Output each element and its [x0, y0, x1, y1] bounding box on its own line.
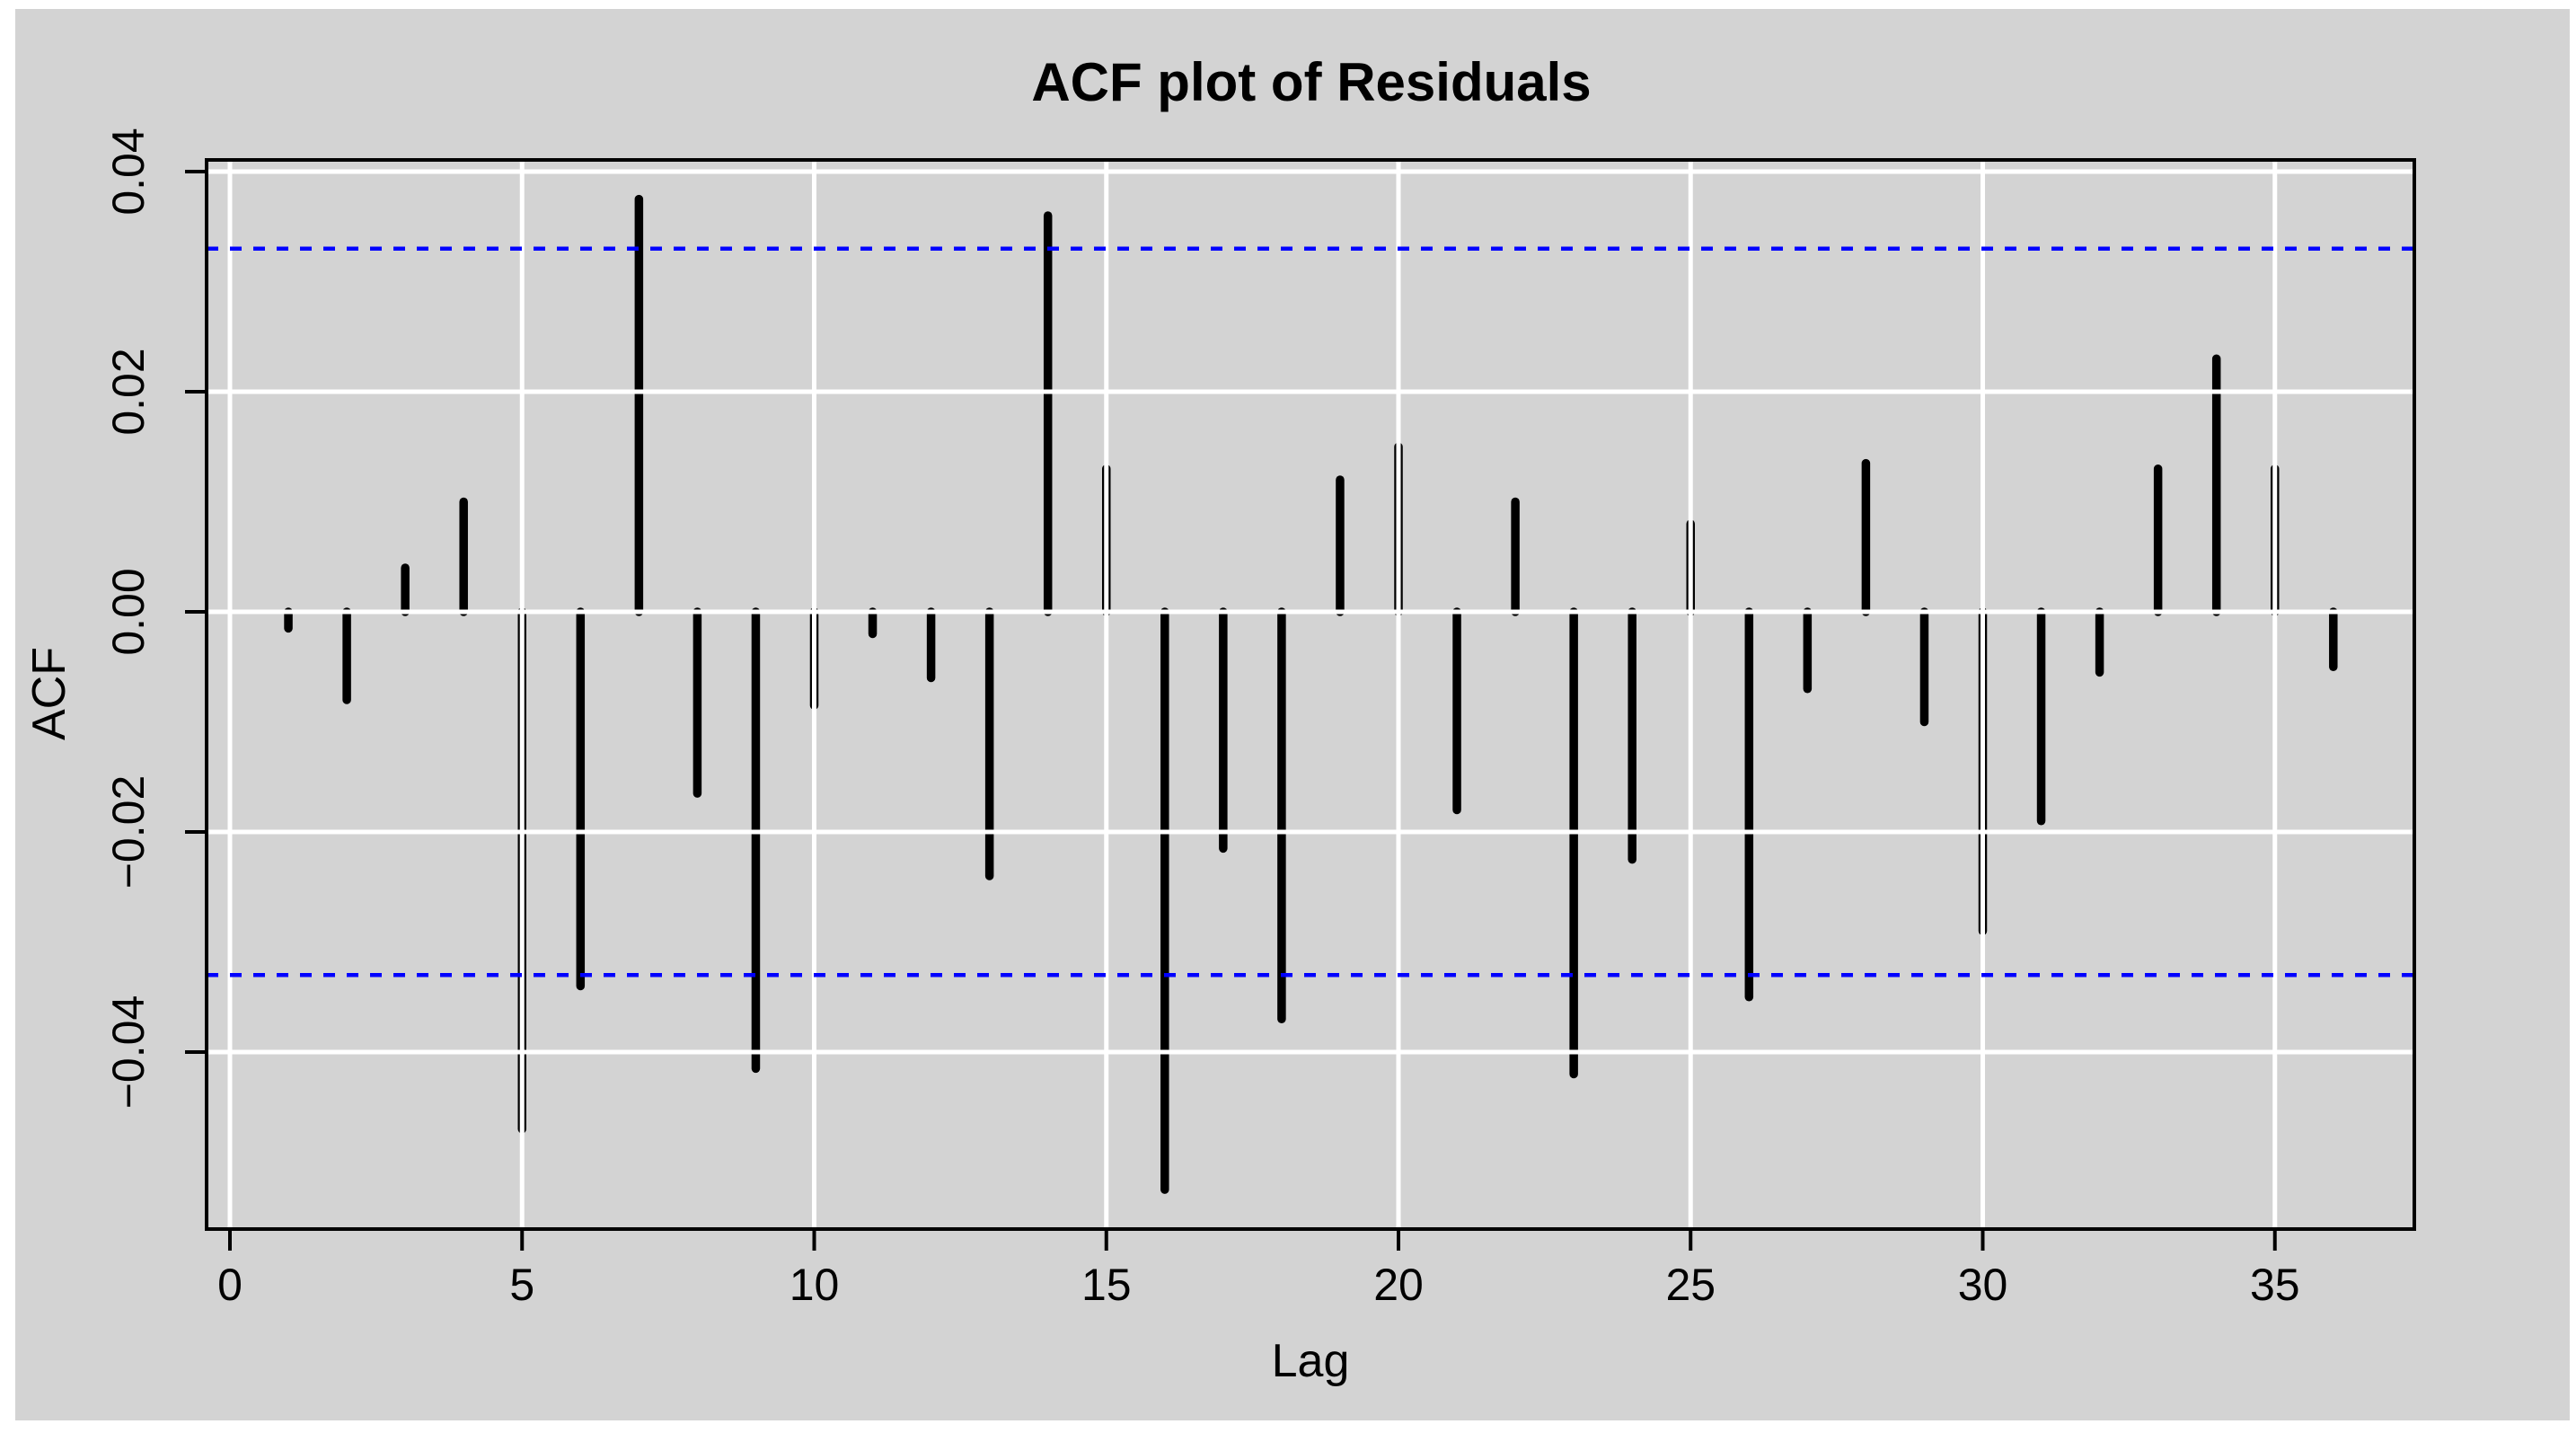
- y-axis-label: ACF: [23, 647, 75, 740]
- tick-labels-layer: 0 5 10 15 20 25 30 35 0.04 0.02 0.00 −0.02 −0.04: [103, 128, 2300, 1310]
- x-tick-label: 15: [1081, 1260, 1132, 1310]
- plot-box: [205, 158, 2416, 1231]
- y-tick-label: 0.04: [103, 128, 154, 215]
- x-tick-label: 30: [1958, 1260, 2008, 1310]
- x-tick-label: 10: [790, 1260, 840, 1310]
- ticks-layer: [185, 170, 2277, 1251]
- plot-box-layer: [205, 158, 2416, 1231]
- y-tick-label: 0.00: [103, 568, 154, 655]
- x-tick-label: 25: [1665, 1260, 1716, 1310]
- x-tick-label: 20: [1373, 1260, 1424, 1310]
- x-axis-label: Lag: [1272, 1335, 1350, 1387]
- y-tick-label: 0.02: [103, 348, 154, 435]
- y-tick-label: −0.02: [103, 775, 154, 889]
- grid-layer: [207, 160, 2414, 1229]
- chart-title: ACF plot of Residuals: [1031, 52, 1591, 112]
- x-tick-label: 35: [2250, 1260, 2300, 1310]
- x-tick-label: 5: [509, 1260, 534, 1310]
- figure-background: [15, 9, 2570, 1420]
- confidence-lines-layer: [207, 246, 2414, 977]
- x-tick-label: 0: [217, 1260, 243, 1310]
- y-tick-label: −0.04: [103, 995, 154, 1110]
